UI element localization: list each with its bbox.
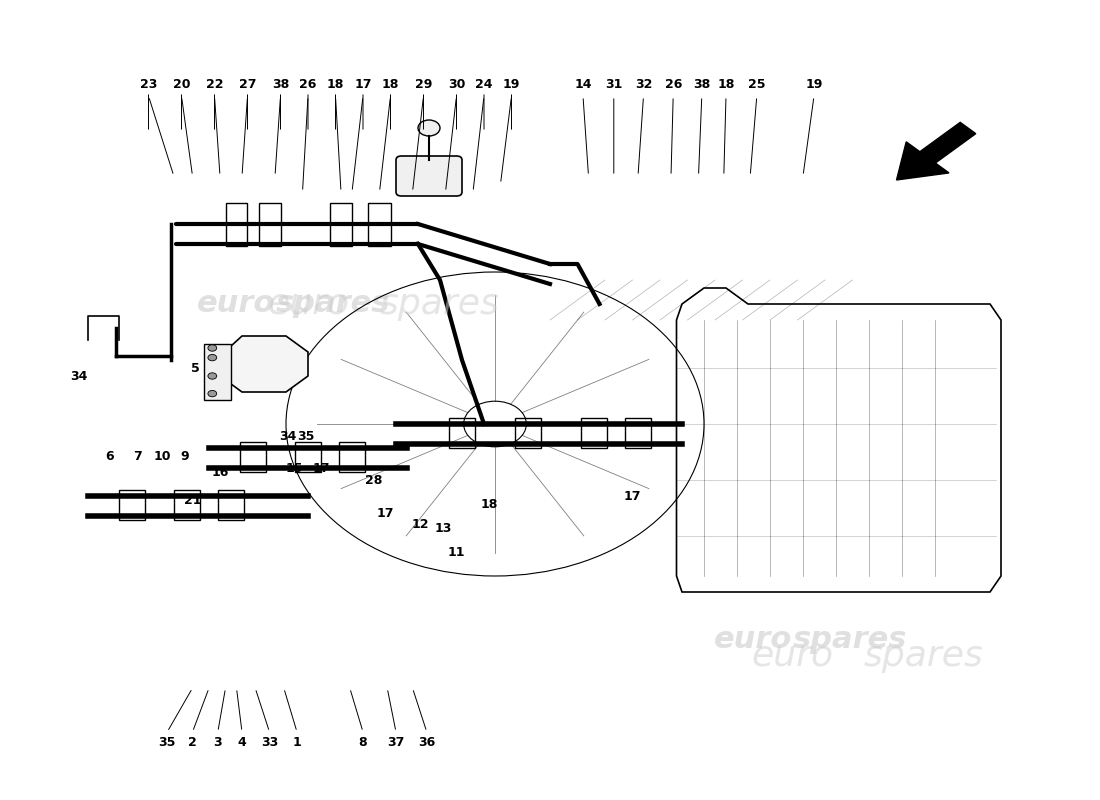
Text: 27: 27 <box>239 78 256 90</box>
Text: 4: 4 <box>238 736 246 749</box>
Text: 18: 18 <box>717 78 735 90</box>
Text: 6: 6 <box>106 450 114 462</box>
Text: 37: 37 <box>387 736 405 749</box>
Circle shape <box>208 345 217 351</box>
Text: 11: 11 <box>448 546 465 558</box>
Polygon shape <box>220 336 308 392</box>
Text: 14: 14 <box>574 78 592 90</box>
Text: 3: 3 <box>213 736 222 749</box>
Text: 33: 33 <box>261 736 278 749</box>
Polygon shape <box>204 344 231 400</box>
Text: euro: euro <box>267 287 349 321</box>
Text: 35: 35 <box>297 430 315 442</box>
Text: 15: 15 <box>286 462 304 474</box>
Text: 8: 8 <box>359 736 367 749</box>
Text: 19: 19 <box>805 78 823 90</box>
Text: 9: 9 <box>180 450 189 462</box>
Text: 22: 22 <box>206 78 223 90</box>
Text: 34: 34 <box>70 370 88 382</box>
Text: 7: 7 <box>133 450 142 462</box>
FancyBboxPatch shape <box>396 156 462 196</box>
Text: 18: 18 <box>481 498 498 510</box>
Text: euro: euro <box>714 626 792 654</box>
Text: 24: 24 <box>475 78 493 90</box>
Text: 28: 28 <box>365 474 383 486</box>
Text: 18: 18 <box>382 78 399 90</box>
Circle shape <box>208 354 217 361</box>
Text: 18: 18 <box>327 78 344 90</box>
Text: 13: 13 <box>434 522 452 534</box>
Text: spares: spares <box>381 287 499 321</box>
Text: 30: 30 <box>448 78 465 90</box>
Circle shape <box>208 373 217 379</box>
Text: 29: 29 <box>415 78 432 90</box>
Text: 21: 21 <box>184 494 201 506</box>
Text: 5: 5 <box>191 362 200 374</box>
Text: 38: 38 <box>693 78 711 90</box>
Text: 2: 2 <box>188 736 197 749</box>
Text: 17: 17 <box>624 490 641 502</box>
Text: spares: spares <box>276 290 390 318</box>
Text: spares: spares <box>793 626 908 654</box>
Circle shape <box>208 390 217 397</box>
Text: euro: euro <box>751 639 833 673</box>
Text: 23: 23 <box>140 78 157 90</box>
Text: 26: 26 <box>664 78 682 90</box>
Text: 26: 26 <box>299 78 317 90</box>
Text: 20: 20 <box>173 78 190 90</box>
Text: 34: 34 <box>279 430 297 442</box>
Text: 1: 1 <box>293 736 301 749</box>
FancyArrow shape <box>896 122 976 180</box>
Text: 32: 32 <box>635 78 652 90</box>
Text: 10: 10 <box>154 450 172 462</box>
Text: 19: 19 <box>503 78 520 90</box>
Text: 31: 31 <box>605 78 623 90</box>
Text: 35: 35 <box>158 736 176 749</box>
Text: 25: 25 <box>748 78 766 90</box>
Text: 17: 17 <box>354 78 372 90</box>
Text: 17: 17 <box>312 462 330 474</box>
Text: 36: 36 <box>418 736 436 749</box>
Text: euro: euro <box>197 290 275 318</box>
Circle shape <box>418 120 440 136</box>
Text: 16: 16 <box>211 466 229 478</box>
Text: 17: 17 <box>376 507 394 520</box>
Text: 38: 38 <box>272 78 289 90</box>
Text: spares: spares <box>865 639 983 673</box>
Text: 12: 12 <box>411 518 429 530</box>
